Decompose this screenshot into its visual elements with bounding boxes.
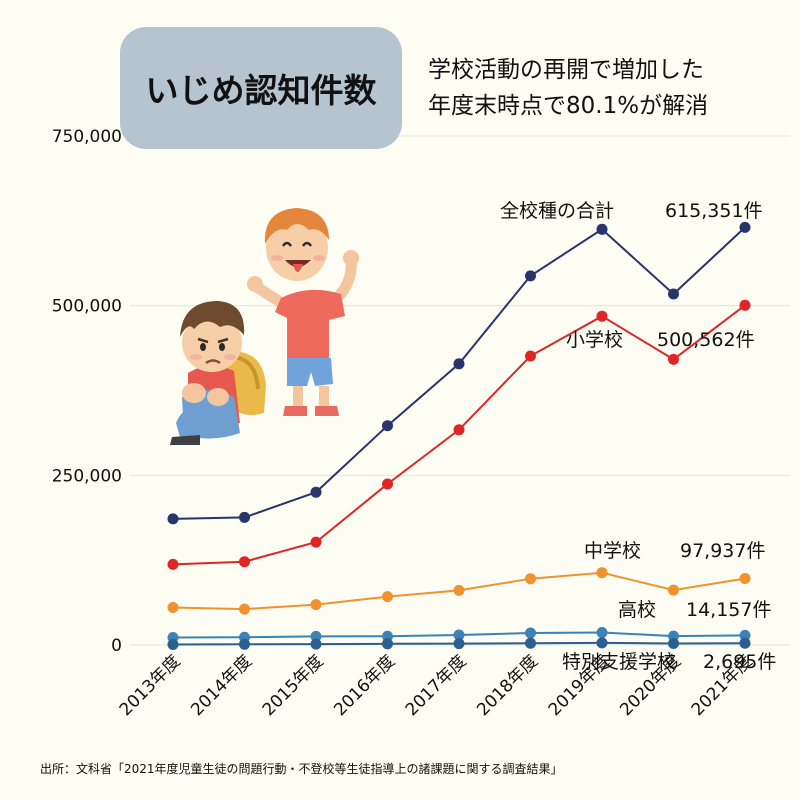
data-point-junior_high (668, 584, 679, 596)
data-point-elementary (239, 556, 250, 568)
series-label-total: 全校種の合計 615,351件 (500, 200, 763, 222)
data-point-special_support (167, 639, 179, 650)
data-point-junior_high (167, 602, 179, 613)
data-point-special_support (382, 638, 393, 650)
data-point-junior_high (382, 591, 393, 603)
data-point-total (596, 223, 608, 235)
data-point-total (525, 270, 536, 282)
data-point-special_support (525, 637, 536, 649)
chart-title: いじめ認知件数 (145, 71, 377, 110)
x-tick-label: 2015年度 (259, 651, 328, 720)
data-point-special_support (596, 637, 608, 649)
series-label-name: 中学校 (584, 540, 641, 562)
data-point-special_support (310, 638, 322, 650)
teasing-boy-icon (247, 208, 359, 416)
data-point-special_support (239, 638, 250, 650)
x-tick-label: 2014年度 (187, 651, 256, 720)
data-point-high_school (310, 630, 322, 642)
data-point-junior_high (739, 573, 751, 584)
data-point-high_school (525, 627, 536, 639)
x-tick-label: 2013年度 (116, 651, 185, 720)
x-tick-label: 2016年度 (330, 651, 399, 720)
series-label-junior_high: 中学校 97,937件 (584, 540, 765, 562)
source-note: 出所：文科省「2021年度児童生徒の問題行動・不登校等生徒指導上の諸課題に関する… (40, 762, 563, 776)
data-point-high_school (739, 629, 751, 641)
series-label-elementary: 小学校 500,562件 (566, 329, 755, 351)
series-label-value: 2,695件 (703, 651, 776, 673)
data-point-elementary (525, 350, 536, 362)
data-point-total (310, 486, 322, 498)
y-tick-label: 250,000 (52, 466, 122, 486)
data-point-junior_high (310, 599, 322, 611)
data-point-special_support (453, 638, 465, 650)
data-point-total (382, 420, 393, 432)
subtitle: 学校活動の再開で増加した 年度末時点で80.1%が解消 (428, 52, 788, 124)
series-label-value: 500,562件 (657, 329, 755, 351)
sad-boy-with-backpack-icon (170, 301, 266, 445)
data-point-elementary (596, 310, 608, 322)
data-point-elementary (382, 478, 393, 490)
series-label-value: 97,937件 (680, 540, 765, 562)
y-tick-label: 750,000 (52, 127, 122, 147)
data-point-junior_high (453, 584, 465, 596)
data-point-junior_high (239, 603, 250, 615)
series-label-name: 高校 (618, 599, 656, 621)
series-label-value: 615,351件 (665, 200, 763, 222)
data-point-elementary (739, 299, 751, 311)
data-point-total (239, 511, 250, 523)
data-point-total (668, 288, 679, 300)
series-label-name: 全校種の合計 (500, 200, 614, 222)
series-label-value: 14,157件 (686, 599, 771, 621)
data-point-high_school (596, 627, 608, 638)
data-point-elementary (167, 558, 179, 570)
series-label-name: 小学校 (566, 329, 623, 351)
data-point-special_support (739, 637, 751, 649)
series-points (167, 221, 751, 650)
series-label-special_support: 特別支援学校 2,695件 (562, 651, 776, 673)
data-point-high_school (453, 629, 465, 641)
subtitle-line-2: 年度末時点で80.1%が解消 (428, 93, 709, 119)
title-box: いじめ認知件数 (120, 27, 402, 149)
data-point-junior_high (596, 567, 608, 579)
data-point-elementary (453, 424, 465, 436)
data-point-elementary (668, 353, 679, 365)
data-point-special_support (668, 638, 679, 649)
data-point-junior_high (525, 573, 536, 585)
y-tick-label: 0 (111, 636, 122, 656)
x-tick-label: 2018年度 (473, 651, 542, 720)
x-tick-label: 2017年度 (402, 651, 471, 720)
series-label-name: 特別支援学校 (562, 651, 676, 673)
series-label-high_school: 高校 14,157件 (618, 599, 771, 621)
y-tick-label: 500,000 (52, 297, 122, 317)
data-point-elementary (310, 536, 322, 548)
data-point-total (167, 513, 179, 525)
y-axis-tick-labels: 750,000 500,000 250,000 0 (52, 127, 122, 656)
data-point-total (739, 221, 751, 233)
data-point-total (453, 358, 465, 370)
subtitle-line-1: 学校活動の再開で増加した (428, 57, 704, 83)
